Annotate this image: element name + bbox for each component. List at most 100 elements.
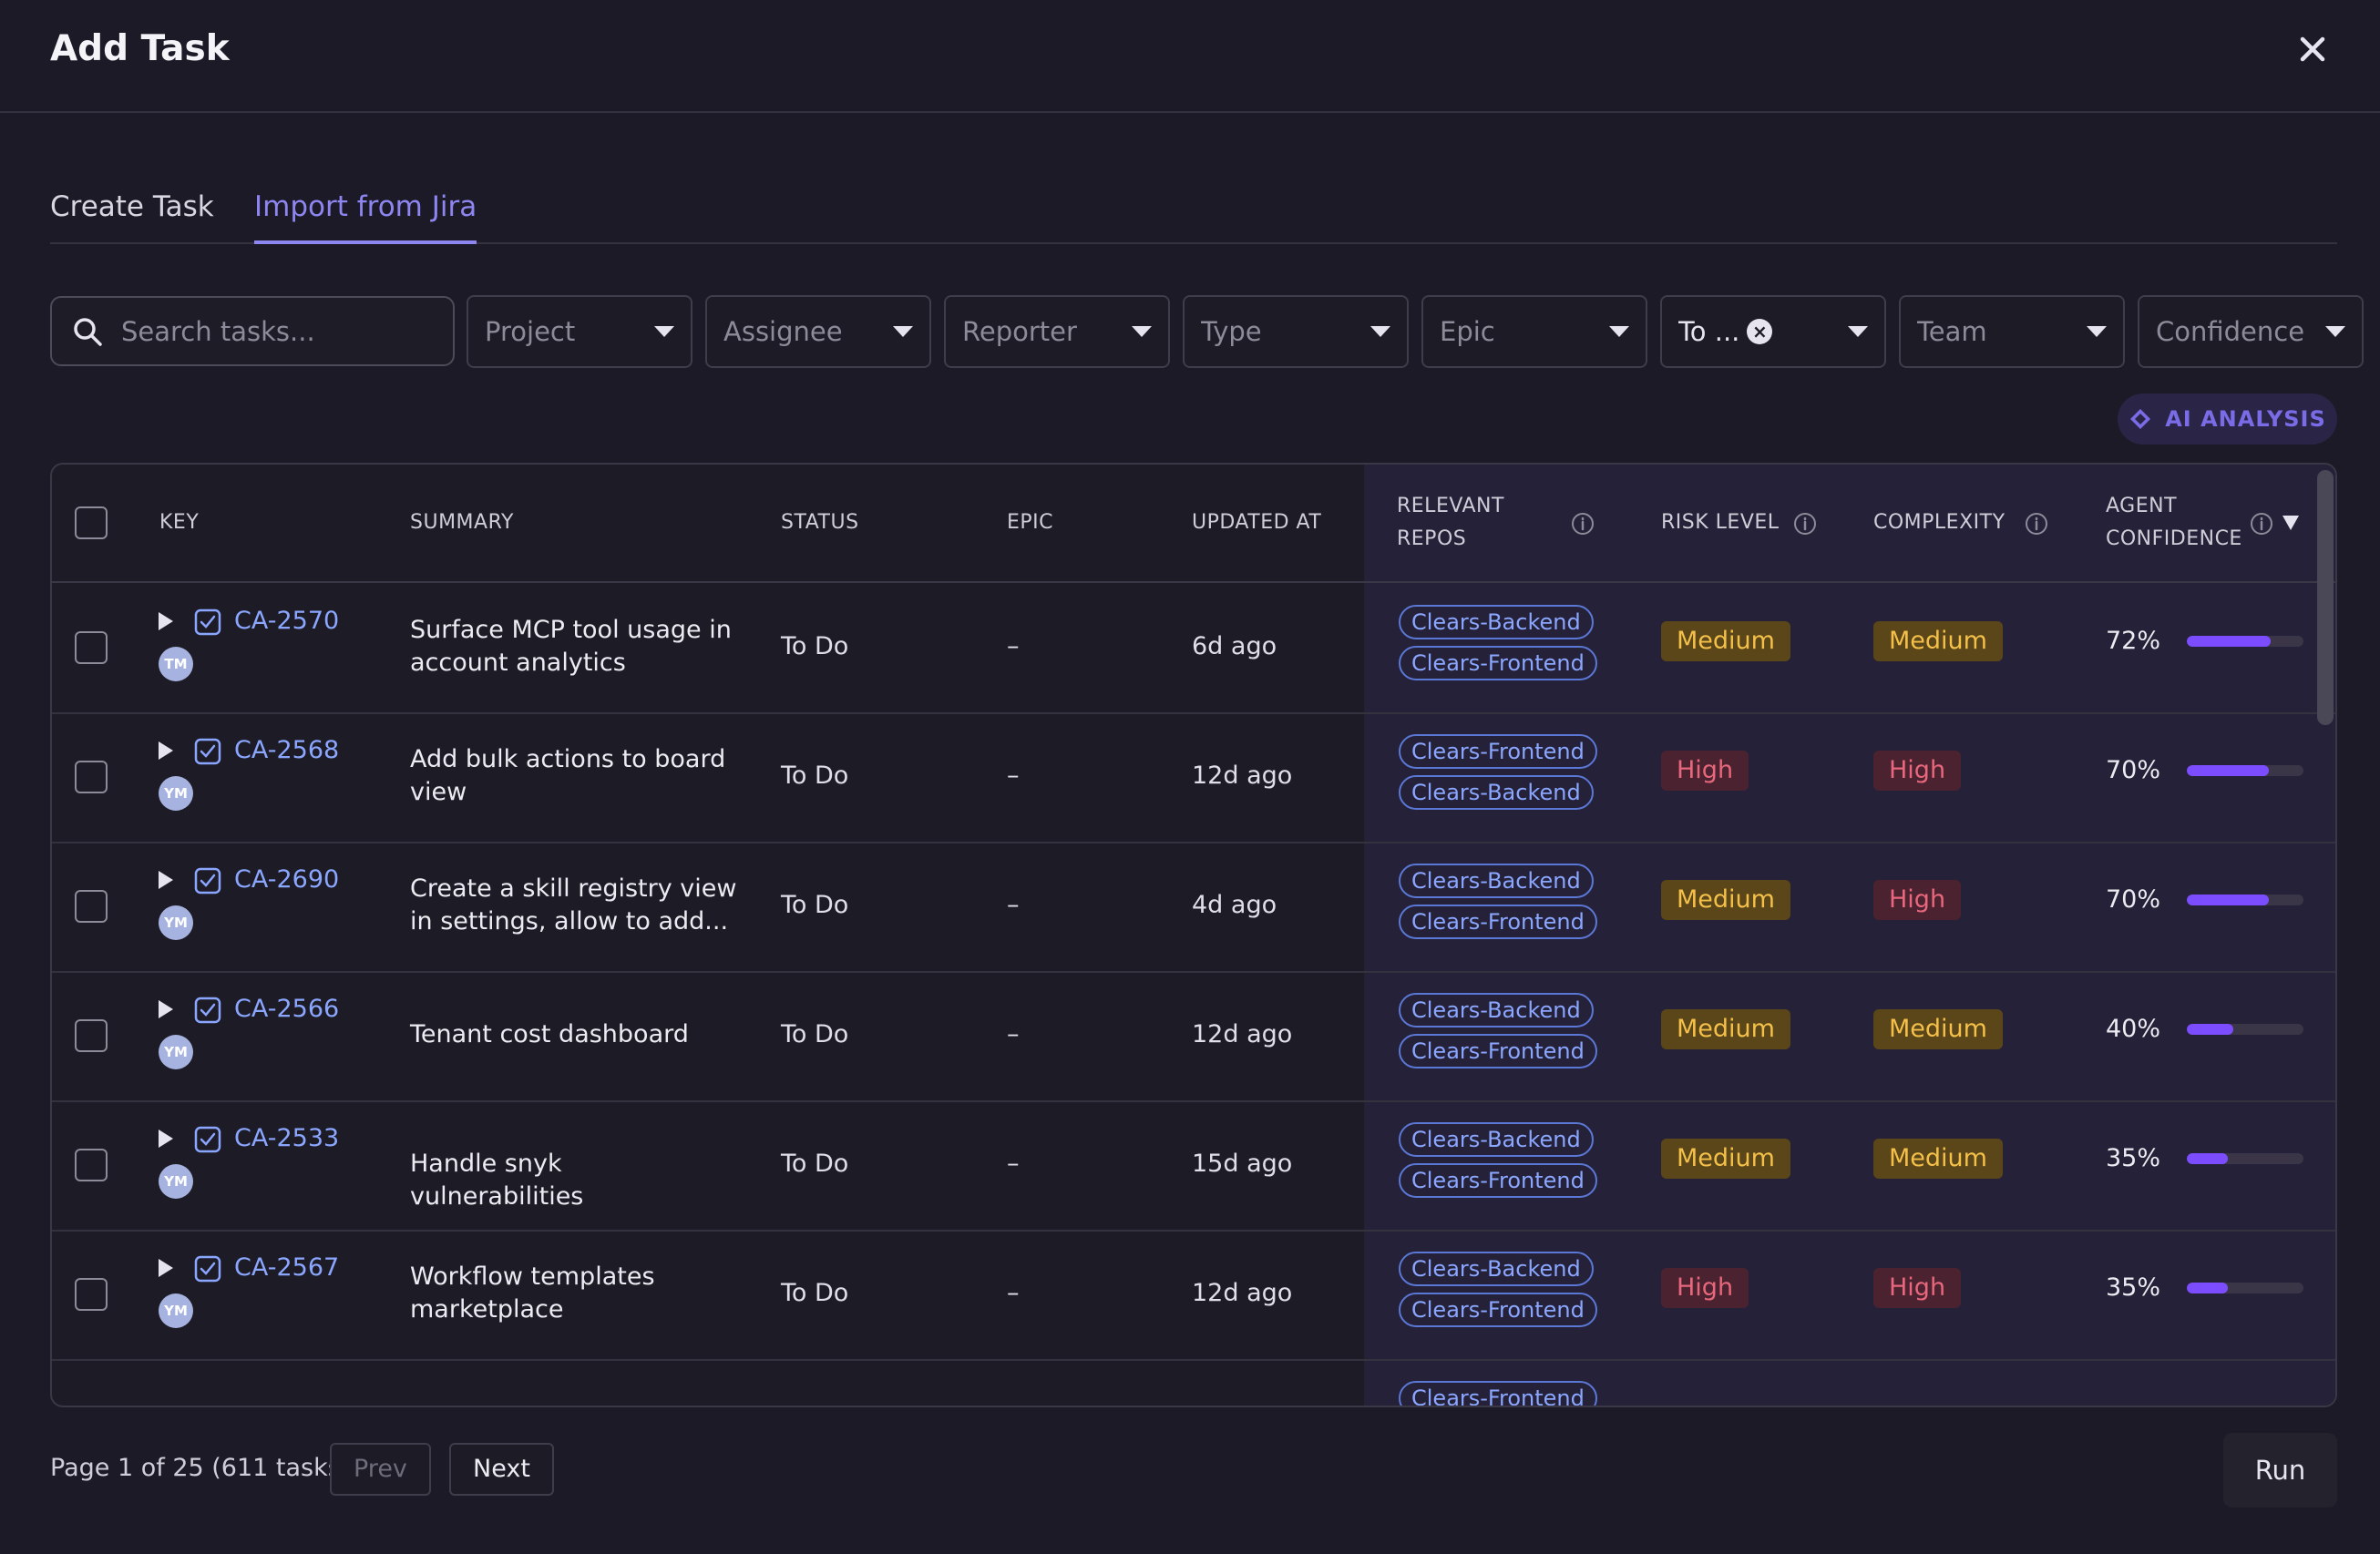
task-summary: Tenant cost dashboard (410, 1020, 689, 1048)
chevron-down-icon (1370, 326, 1390, 337)
info-icon[interactable] (1571, 512, 1595, 536)
row-checkbox[interactable] (75, 1149, 108, 1181)
repo-tag[interactable]: Clears-Backend (1399, 993, 1594, 1027)
table-row[interactable]: CA-2533 YM Handle snyk vulnerabilities T… (52, 1100, 2335, 1232)
confidence-bar (2187, 1024, 2303, 1035)
run-button[interactable]: Run (2223, 1433, 2337, 1508)
task-status: To Do (781, 632, 849, 660)
agent-confidence-value: 35% (2106, 1273, 2161, 1302)
row-checkbox[interactable] (75, 631, 108, 664)
team-filter[interactable]: Team (1899, 295, 2125, 368)
repo-tag[interactable]: Clears-Backend (1399, 1122, 1594, 1157)
task-summary: Add bulk actions to board view (410, 745, 726, 806)
project-filter[interactable]: Project (467, 295, 692, 368)
task-key-link[interactable]: CA-2567 (234, 1253, 340, 1282)
close-button[interactable] (2289, 26, 2336, 73)
task-updated-at: 15d ago (1192, 1150, 1293, 1178)
type-filter[interactable]: Type (1183, 295, 1409, 368)
sort-descending-icon[interactable] (2282, 515, 2300, 531)
chevron-down-icon (2325, 326, 2345, 337)
complexity-badge: Medium (1873, 1009, 2003, 1049)
risk-level-badge: Medium (1661, 880, 1790, 920)
chevron-down-icon (1848, 326, 1868, 337)
assignee-filter-label: Assignee (723, 316, 843, 347)
task-key-link[interactable]: CA-2570 (234, 607, 340, 635)
risk-level-badge: High (1661, 751, 1749, 791)
table-row[interactable]: Clears-Frontend (52, 1359, 2335, 1406)
assignee-filter[interactable]: Assignee (705, 295, 931, 368)
table-scrollbar[interactable] (2317, 470, 2334, 725)
task-summary: Workflow templates marketplace (410, 1263, 655, 1324)
repo-tag[interactable]: Clears-Frontend (1399, 1163, 1597, 1198)
repo-tag[interactable]: Clears-Frontend (1399, 905, 1597, 939)
modal-title: Add Task (50, 28, 230, 69)
assignee-avatar: TM (159, 647, 193, 681)
task-checkbox-icon (194, 997, 221, 1024)
column-status: STATUS (781, 511, 859, 534)
task-status: To Do (781, 1020, 849, 1048)
confidence-bar (2187, 1153, 2303, 1164)
column-key: KEY (159, 511, 200, 534)
repo-tag[interactable]: Clears-Backend (1399, 864, 1594, 898)
expand-row-icon[interactable] (159, 741, 173, 760)
task-checkbox-icon (194, 1126, 221, 1153)
task-key-link[interactable]: CA-2568 (234, 736, 340, 764)
search-input[interactable] (119, 302, 457, 360)
expand-row-icon[interactable] (159, 1130, 173, 1148)
repo-tag[interactable]: Clears-Frontend (1399, 646, 1597, 680)
risk-level-badge: High (1661, 1268, 1749, 1308)
info-icon[interactable] (2025, 512, 2048, 536)
confidence-filter[interactable]: Confidence (2138, 295, 2364, 368)
expand-row-icon[interactable] (159, 1000, 173, 1018)
table-row[interactable]: CA-2570 TM Surface MCP tool usage in acc… (52, 583, 2335, 714)
prev-page-button[interactable]: Prev (330, 1443, 431, 1496)
row-checkbox[interactable] (75, 1019, 108, 1052)
tab-import-from-jira[interactable]: Import from Jira (254, 182, 477, 244)
table-row[interactable]: CA-2566 YM Tenant cost dashboard To Do –… (52, 971, 2335, 1102)
agent-confidence-value: 35% (2106, 1144, 2161, 1172)
chevron-down-icon (1132, 326, 1152, 337)
task-checkbox-icon (194, 738, 221, 765)
info-icon[interactable] (1793, 512, 1817, 536)
complexity-badge: High (1873, 1268, 1962, 1308)
clear-filter-icon[interactable]: × (1747, 319, 1773, 344)
task-key-link[interactable]: CA-2566 (234, 995, 340, 1023)
assignee-avatar: YM (159, 1164, 193, 1199)
task-key-link[interactable]: CA-2690 (234, 865, 340, 894)
row-checkbox[interactable] (75, 1278, 108, 1311)
pagination-info: Page 1 of 25 (611 tasks) (50, 1454, 351, 1482)
task-updated-at: 12d ago (1192, 1279, 1293, 1307)
column-complexity: COMPLEXITY (1873, 511, 2006, 534)
repo-tag[interactable]: Clears-Backend (1399, 775, 1594, 810)
repo-tag[interactable]: Clears-Frontend (1399, 1293, 1597, 1327)
expand-row-icon[interactable] (159, 1259, 173, 1277)
confidence-bar-fill (2187, 765, 2269, 776)
project-filter-label: Project (485, 316, 576, 347)
task-checkbox-icon (194, 867, 221, 895)
repo-tag[interactable]: Clears-Frontend (1399, 734, 1597, 769)
repo-tag[interactable]: Clears-Backend (1399, 1252, 1594, 1286)
task-summary: Handle snyk vulnerabilities (410, 1150, 584, 1211)
ai-analysis-label: AI ANALYSIS (2165, 406, 2326, 432)
repo-tag[interactable]: Clears-Backend (1399, 605, 1594, 639)
row-checkbox[interactable] (75, 890, 108, 923)
expand-row-icon[interactable] (159, 871, 173, 889)
table-row[interactable]: CA-2690 YM Create a skill registry view … (52, 842, 2335, 973)
reporter-filter[interactable]: Reporter (944, 295, 1170, 368)
info-icon[interactable] (2250, 512, 2273, 536)
assignee-avatar: YM (159, 776, 193, 811)
next-page-button[interactable]: Next (449, 1443, 554, 1496)
tabs-divider (50, 242, 2337, 244)
expand-row-icon[interactable] (159, 612, 173, 630)
repo-tag[interactable]: Clears-Frontend (1399, 1034, 1597, 1068)
select-all-checkbox[interactable] (75, 506, 108, 539)
repo-tag[interactable]: Clears-Frontend (1399, 1381, 1597, 1406)
tab-create-task[interactable]: Create Task (50, 190, 214, 223)
table-row[interactable]: CA-2568 YM Add bulk actions to board vie… (52, 712, 2335, 843)
complexity-badge: High (1873, 880, 1962, 920)
epic-filter[interactable]: Epic (1421, 295, 1647, 368)
row-checkbox[interactable] (75, 761, 108, 793)
task-key-link[interactable]: CA-2533 (234, 1124, 340, 1152)
status-filter[interactable]: To ... × (1660, 295, 1886, 368)
table-row[interactable]: CA-2567 YM Workflow templates marketplac… (52, 1230, 2335, 1361)
